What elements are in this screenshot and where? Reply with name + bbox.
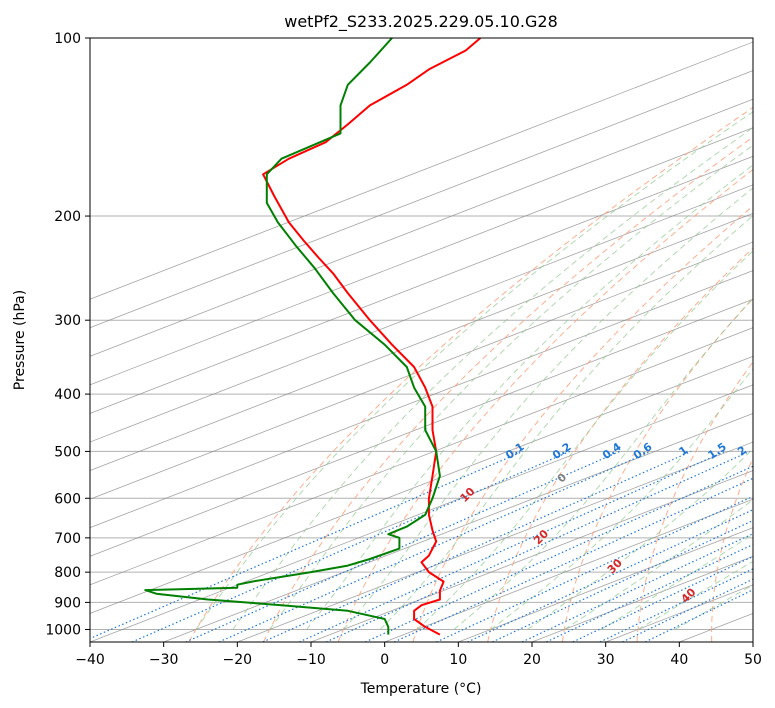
isotherm-line	[90, 70, 753, 329]
mixing-ratio-line	[325, 450, 750, 642]
y-tick-label: 200	[54, 209, 81, 225]
isotherm-line	[458, 527, 753, 642]
y-tick-label: 500	[54, 444, 81, 460]
x-tick-label: −10	[296, 652, 326, 668]
isotherm-line	[90, 355, 753, 614]
dry-adiabat	[263, 136, 753, 642]
y-tick-label: 600	[54, 491, 81, 507]
mixing-ratio-line	[131, 450, 571, 642]
isotherm-line	[90, 184, 753, 443]
y-tick-label: 300	[54, 313, 81, 329]
isotherm-line	[90, 327, 753, 586]
mixing-ratio-line	[467, 509, 753, 642]
mixing-ratio-line	[365, 465, 753, 642]
x-tick-label: 30	[597, 652, 615, 668]
chart-title: wetPf2_S233.2025.229.05.10.G28	[284, 12, 558, 32]
isotherm-line	[384, 498, 753, 642]
y-axis-title: Pressure (hPa)	[12, 290, 28, 390]
y-tick-label: 700	[54, 531, 81, 547]
isotherm-line	[90, 41, 753, 300]
isotherm-line	[237, 441, 753, 642]
x-tick-label: −40	[75, 652, 105, 668]
x-tick-label: 10	[449, 652, 467, 668]
moist-adiabat	[527, 447, 753, 630]
mixing-ratio-line	[298, 450, 726, 642]
mixing-ratio-line	[218, 450, 651, 642]
chart-axes: −40 −30 −20 −10 0 10 20 30 40 50 100 200 300 400 500 60…	[45, 31, 762, 668]
y-tick-label: 800	[54, 565, 81, 581]
y-tick-label: 100	[54, 31, 81, 47]
dry-adiabat	[561, 297, 753, 642]
moist-adiabat	[342, 187, 753, 630]
moist-adiabat	[490, 368, 753, 630]
x-tick-label: 50	[744, 652, 762, 668]
moist-adiabat	[269, 144, 753, 630]
isotherm-line	[90, 155, 753, 414]
moist-adiabat	[674, 584, 753, 630]
x-tick-label: −20	[223, 652, 253, 668]
mixing-ratio-line	[492, 519, 753, 642]
x-tick-label: −30	[149, 652, 179, 668]
y-tick-label: 400	[54, 387, 81, 403]
x-axis-title: Temperature (°C)	[360, 681, 482, 697]
dry-adiabat	[711, 457, 753, 642]
dry-adiabat	[636, 361, 753, 642]
isotherm-line	[90, 127, 753, 386]
x-tick-label: 0	[380, 652, 389, 668]
temperature-profile-line	[262, 38, 482, 636]
isotherm-line	[90, 270, 753, 529]
moist-adiabat	[416, 250, 753, 630]
dry-adiabat	[337, 168, 753, 642]
x-tick-label: 40	[670, 652, 688, 668]
isotherm-line	[163, 412, 753, 642]
moist-adiabat	[637, 560, 753, 630]
y-tick-label: 1000	[45, 622, 81, 638]
moist-adiabat	[306, 164, 753, 630]
mixing-ratio-line	[393, 477, 753, 642]
isotherm-line	[90, 212, 753, 472]
mixing-ratio-line	[90, 450, 524, 640]
isotherm-line	[90, 384, 753, 642]
dry-adiabat	[188, 106, 753, 642]
dry-adiabat	[487, 247, 753, 642]
moist-adiabat	[232, 127, 753, 630]
isotherm-line	[90, 241, 753, 500]
y-tick-label: 900	[54, 595, 81, 611]
x-tick-label: 20	[523, 652, 541, 668]
data-series	[144, 38, 482, 636]
isotherm-line	[90, 298, 753, 557]
moist-adiabat	[379, 214, 753, 630]
isotherm-line	[90, 98, 753, 357]
moist-adiabat	[453, 298, 753, 630]
dewpoint-profile-line	[144, 38, 441, 635]
plot-frame	[89, 37, 754, 643]
isotherm-line	[310, 470, 753, 642]
dry-adiabat	[412, 205, 753, 642]
